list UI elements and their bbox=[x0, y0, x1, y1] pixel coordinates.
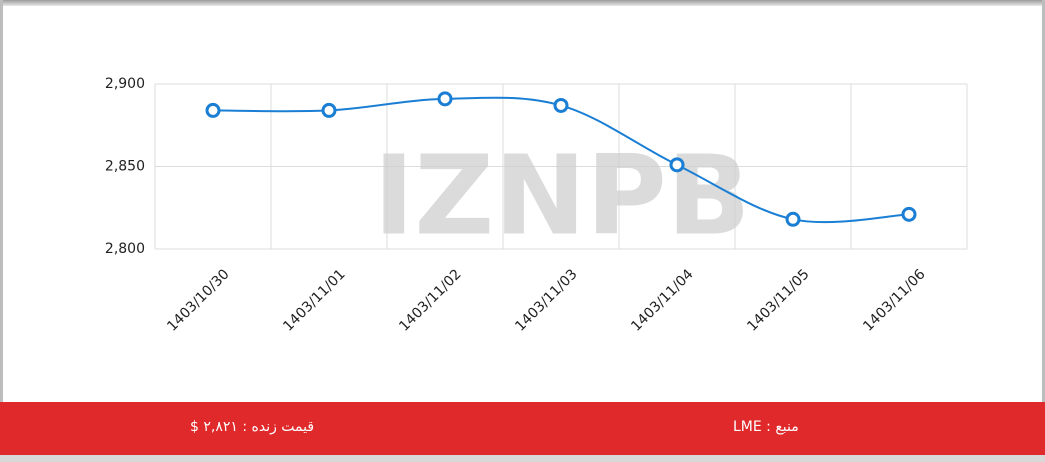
frame bbox=[0, 455, 1045, 462]
point bbox=[321, 102, 337, 118]
chart: 2,800 2,850 2,900 1403/10/30 1403/11/01 1403/… bbox=[105, 76, 968, 335]
footer: قیمت زنده : ۲,۸۲۱ $ منبع : LME bbox=[0, 402, 1045, 455]
x-tick-label: 1403/11/01 bbox=[280, 266, 348, 334]
x-tick-label: 1403/11/03 bbox=[512, 266, 580, 334]
x-tick-label: 1403/11/06 bbox=[860, 266, 928, 334]
point bbox=[785, 211, 801, 227]
frame bbox=[0, 0, 1045, 6]
x-tick-label: 1403/11/04 bbox=[628, 266, 696, 334]
source: منبع : LME bbox=[733, 419, 799, 435]
x-tick-label: 1403/10/30 bbox=[164, 266, 232, 334]
x-tick-label: 1403/11/05 bbox=[744, 266, 812, 334]
point bbox=[901, 206, 917, 222]
live-price: قیمت زنده : ۲,۸۲۱ $ bbox=[190, 419, 315, 435]
frame bbox=[1042, 0, 1045, 462]
y-tick-label: 2,800 bbox=[105, 241, 145, 257]
y-tick-label: 2,900 bbox=[105, 76, 145, 92]
x-tick-label: 1403/11/02 bbox=[396, 266, 464, 334]
frame bbox=[0, 0, 3, 462]
point bbox=[437, 91, 453, 107]
point bbox=[553, 97, 569, 113]
y-tick-label: 2,850 bbox=[105, 159, 145, 175]
point bbox=[669, 157, 685, 173]
watermark: IZNPB bbox=[373, 131, 750, 259]
point bbox=[205, 102, 221, 118]
